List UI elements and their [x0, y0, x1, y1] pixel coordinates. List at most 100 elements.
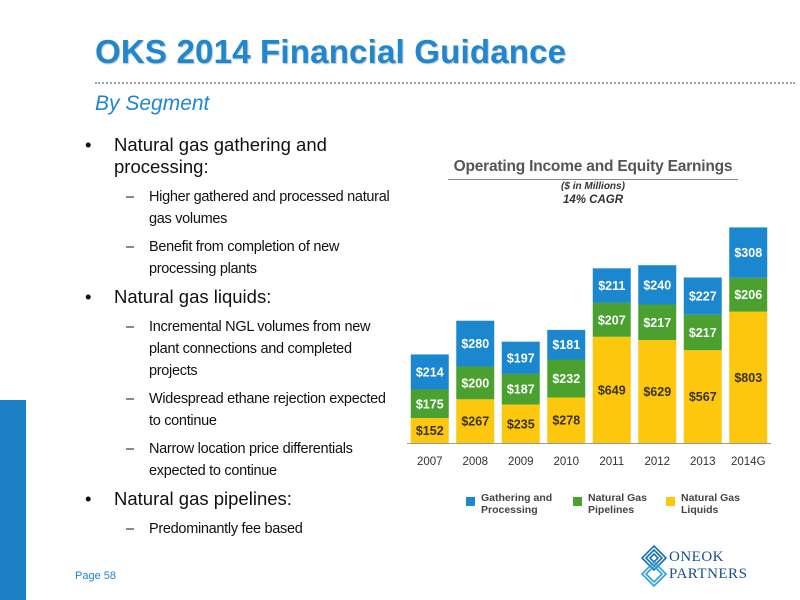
bar-segment [729, 311, 768, 443]
bar-segment [501, 341, 540, 374]
chart-title-rule [448, 179, 738, 180]
bullet-gathering: • Natural gas gathering and processing: [82, 134, 392, 178]
logo-wordmark: ONEOK PARTNERS [669, 549, 747, 583]
sub-bullet-text: Predominantly fee based [149, 521, 303, 537]
bar-data-label: $217 [689, 326, 717, 340]
bar-segment [547, 397, 586, 443]
x-tick-label: 2007 [417, 456, 443, 468]
bar-segment [638, 304, 677, 341]
sub-bullet-text: Benefit from completion of new processin… [149, 239, 340, 277]
x-tick-label: 2013 [690, 456, 716, 468]
dash-icon: – [126, 441, 134, 457]
bar-segment [683, 350, 722, 443]
dash-icon: – [126, 521, 134, 537]
bar-segment [592, 302, 631, 337]
chart-title: Operating Income and Equity Earnings [453, 158, 733, 175]
bar-data-label: $280 [461, 337, 489, 351]
bar-data-label: $240 [643, 278, 671, 292]
bar-segment [592, 268, 631, 303]
sub-bullet-text: Higher gathered and processed natural ga… [149, 189, 390, 227]
sub-bullet: – Widespread ethane rejection expected to… [82, 388, 392, 432]
legend-label-liquids: Natural Gas Liquids [681, 492, 740, 516]
bullet-dot-icon: • [85, 134, 92, 155]
bar-data-label: $175 [416, 397, 444, 411]
bar-segment [456, 366, 495, 400]
logo-line-1: ONEOK [669, 549, 724, 565]
x-tick-label: 2010 [553, 456, 579, 468]
bar-segment [683, 314, 722, 351]
bar-data-label: $567 [689, 390, 717, 404]
bar-data-label: $181 [552, 338, 580, 352]
legend-swatch-gathering [466, 497, 475, 506]
bar-data-label: $232 [552, 372, 580, 386]
page-subtitle: By Segment [95, 92, 210, 115]
bar-data-label: $206 [734, 288, 762, 302]
legend-swatch-liquids [666, 497, 675, 506]
stacked-bar-chart: $152 $175 $214 2007 $267 $200 $280 2008 $235 $187… [407, 227, 771, 468]
page-number: Page 58 [75, 570, 116, 582]
sub-bullet: – Incremental NGL volumes from new plant … [82, 316, 392, 382]
bar-data-label: $197 [507, 351, 535, 365]
x-tick-label: 2009 [508, 456, 534, 468]
x-tick-label: 2014G [731, 456, 766, 468]
company-logo: ONEOK PARTNERS [639, 544, 789, 588]
sub-bullet: – Benefit from completion of new processi… [82, 236, 392, 280]
bar-data-label: $629 [643, 385, 671, 399]
bullet-dot-icon: • [85, 488, 92, 509]
bullet-pipelines: • Natural gas pipelines: [82, 488, 392, 510]
bar-segment [456, 320, 495, 367]
bar-segment [592, 336, 631, 443]
sub-bullet-text: Incremental NGL volumes from new plant c… [149, 319, 371, 379]
bar-segment [456, 399, 495, 443]
bullet-text: Natural gas pipelines: [114, 488, 292, 509]
bar-segment [410, 354, 449, 390]
logo-line-2: PARTNERS [669, 566, 748, 582]
dash-icon: – [126, 391, 134, 407]
bar-data-label: $278 [552, 414, 580, 428]
legend-label-pipelines: Natural Gas Pipelines [588, 492, 647, 516]
bar-segment [547, 359, 586, 398]
bar-segment [410, 418, 449, 443]
dash-icon: – [126, 239, 134, 255]
bar-data-label: $211 [598, 279, 625, 293]
bar-segment [729, 277, 768, 312]
bullet-dot-icon: • [85, 286, 92, 307]
bar-data-label: $217 [643, 316, 671, 330]
bar-data-label: $267 [461, 415, 489, 429]
dash-icon: – [126, 189, 134, 205]
bullet-text: Natural gas gathering and processing: [114, 134, 327, 177]
bar-data-label: $200 [461, 376, 489, 390]
bar-segment [638, 265, 677, 305]
page-title: OKS 2014 Financial Guidance [95, 33, 567, 70]
bullet-list: • Natural gas gathering and processing: –… [82, 134, 392, 546]
chart-cagr-annotation: 14% CAGR [562, 194, 624, 206]
sub-bullet-text: Narrow location price differentials expe… [149, 441, 353, 479]
bar-data-label: $308 [734, 246, 762, 260]
bar-segment [683, 277, 722, 315]
sub-bullet: – Higher gathered and processed natural g… [82, 186, 392, 230]
bar-data-label: $152 [416, 424, 444, 438]
bullet-text: Natural gas liquids: [114, 286, 272, 307]
bar-segment [410, 389, 449, 419]
bar-data-label: $207 [598, 313, 626, 327]
bar-data-label: $227 [689, 290, 717, 304]
bar-data-label: $803 [734, 371, 762, 385]
x-tick-label: 2011 [599, 456, 624, 468]
sub-bullet: – Narrow location price differentials exp… [82, 438, 392, 482]
bar-data-label: $235 [507, 417, 535, 431]
x-tick-label: 2008 [462, 456, 488, 468]
bullet-liquids: • Natural gas liquids: [82, 286, 392, 308]
dash-icon: – [126, 319, 134, 335]
bar-segment [638, 340, 677, 443]
sub-bullet: – Predominantly fee based [82, 518, 392, 540]
bar-segment [501, 404, 540, 443]
left-accent-strip [0, 400, 26, 600]
legend-swatch-pipelines [573, 497, 582, 506]
bar-data-label: $649 [598, 383, 626, 397]
sub-bullet-text: Widespread ethane rejection expected to … [149, 391, 386, 429]
title-divider [95, 82, 795, 84]
legend-label-gathering: Gathering and Processing [481, 492, 553, 516]
bar-segment [729, 227, 768, 278]
bar-data-label: $214 [416, 365, 444, 379]
x-tick-label: 2012 [644, 456, 670, 468]
